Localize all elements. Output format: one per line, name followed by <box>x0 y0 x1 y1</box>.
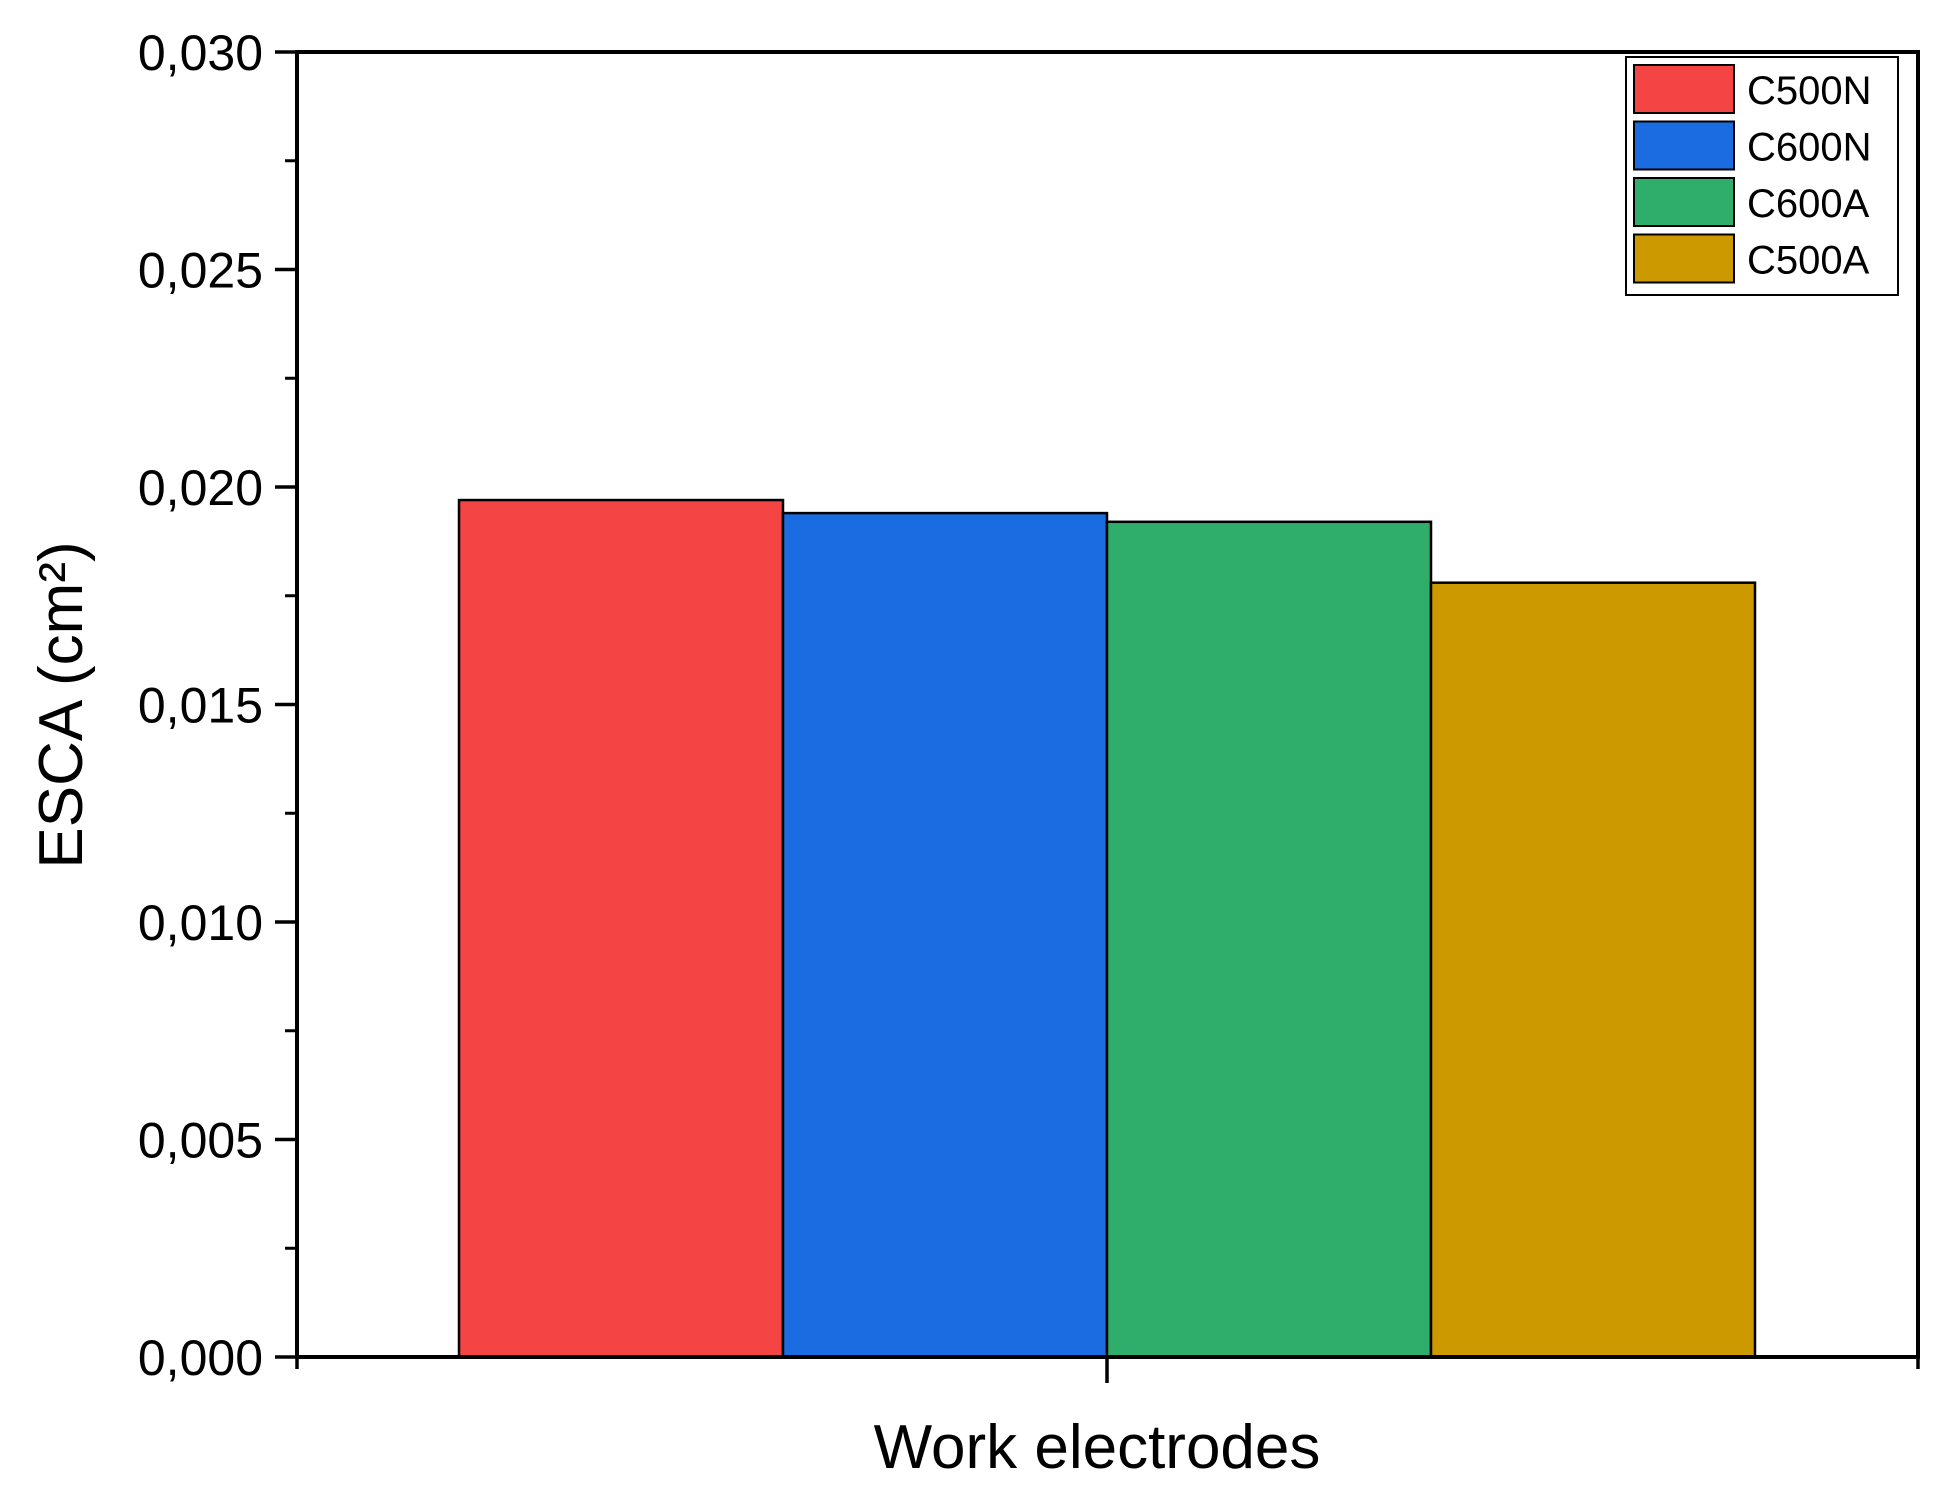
y-tick-label: 0,025 <box>138 243 263 299</box>
x-axis-ticks <box>295 1357 1920 1383</box>
y-axis-ticks: 0,000 0,005 0,010 0,015 0,020 0,025 0,030 <box>138 25 297 1386</box>
x-axis-title: Work electrodes <box>874 1413 1321 1482</box>
legend-swatch-c600a <box>1633 177 1735 227</box>
bar-c600a <box>1105 520 1433 1359</box>
legend-label: C500A <box>1747 239 1870 283</box>
y-tick-label: 0,005 <box>138 1113 263 1169</box>
bar-c500n <box>457 498 785 1359</box>
legend-swatch-c500a <box>1633 233 1735 284</box>
legend-swatch-c500n <box>1633 64 1735 114</box>
bars-layer <box>457 498 1757 1359</box>
legend: C500N C600N C600A C500A <box>1625 56 1899 296</box>
bar-c600n <box>781 511 1109 1359</box>
y-tick-label: 0,030 <box>138 25 263 81</box>
legend-label: C600A <box>1747 182 1870 226</box>
y-tick-label: 0,015 <box>138 678 263 734</box>
legend-swatch-c600n <box>1633 120 1735 171</box>
bar-c500a <box>1429 581 1757 1359</box>
y-tick-label: 0,010 <box>138 895 263 951</box>
y-tick-label: 0,020 <box>138 460 263 516</box>
legend-label: C500N <box>1747 69 1872 113</box>
legend-label: C600N <box>1747 126 1872 170</box>
y-axis-title: ESCA (cm²) <box>27 541 96 868</box>
y-tick-label: 0,000 <box>138 1330 263 1386</box>
